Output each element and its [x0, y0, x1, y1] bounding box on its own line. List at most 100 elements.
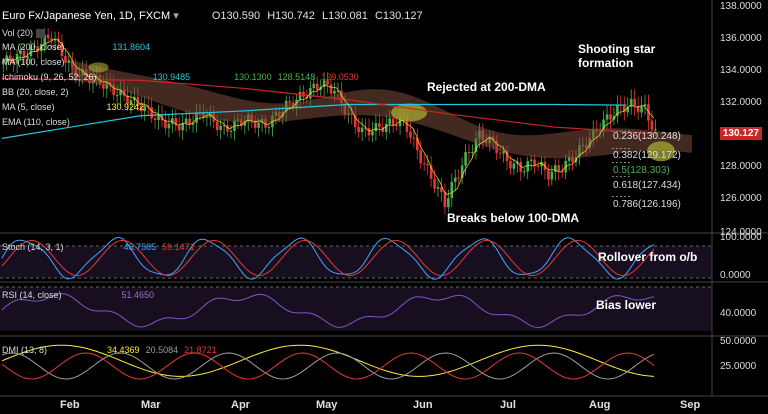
- candle-body: [460, 165, 464, 178]
- low-label: L: [321, 10, 329, 22]
- candle-body: [267, 127, 271, 129]
- indicator-ema110[interactable]: EMA (110, close): [2, 117, 70, 128]
- indicator-value: 130.1300: [234, 72, 272, 82]
- annotation-bias: Bias lower: [596, 298, 657, 312]
- candle-body: [288, 100, 291, 103]
- candle-body: [171, 118, 174, 124]
- candle-body: [22, 50, 26, 58]
- candle-body: [253, 120, 257, 128]
- candle-body: [188, 118, 191, 125]
- candle-body: [395, 125, 398, 127]
- indicator-value: 129.0530: [321, 72, 359, 82]
- annotation-shooting-star: Shooting star formation: [578, 42, 656, 70]
- price-tick: 138.0000: [720, 1, 762, 12]
- ichimoku-cloud-twist: [391, 103, 428, 122]
- month-label: Jul: [500, 399, 516, 411]
- candle-body: [505, 150, 509, 162]
- indicator-ma100[interactable]: MA (100, close): [2, 57, 65, 68]
- settings-icon[interactable]: [36, 29, 46, 39]
- stoch-legend[interactable]: Stoch (14, 3, 1) 46.7585 59.1471: [2, 242, 195, 253]
- candle-body: [2, 62, 5, 64]
- header-dropdown-icon[interactable]: ▾: [173, 10, 179, 22]
- indicator-label: MA (5, close): [2, 102, 55, 112]
- stoch-k-line: [1, 236, 655, 280]
- candle-body: [326, 80, 329, 85]
- stoch-tick: 100.0000: [720, 232, 762, 243]
- close-value: 130.127: [382, 10, 423, 22]
- indicator-label: Stoch (14, 3, 1): [2, 242, 64, 252]
- candle-body: [195, 112, 198, 123]
- dmi-tick: 25.0000: [720, 361, 757, 372]
- indicator-ma5[interactable]: MA (5, close) 130.9242: [2, 102, 144, 113]
- rsi-line: [1, 293, 655, 328]
- indicator-label: MA (200, close): [2, 42, 65, 52]
- candle-body: [298, 91, 302, 100]
- candle-body: [443, 192, 447, 208]
- high-value: 130.742: [275, 10, 315, 22]
- rsi-legend[interactable]: RSI (14, close) 51.4650: [2, 290, 154, 301]
- dmi-legend[interactable]: DMI (13, 8) 34.4369 20.5084 21.8721: [2, 345, 217, 356]
- candle-body: [64, 56, 67, 63]
- candle-body: [633, 98, 636, 107]
- price-tick: 134.0000: [720, 65, 762, 76]
- candle-body: [560, 171, 564, 173]
- indicator-value: 20.5084: [145, 345, 179, 355]
- open-label: O: [211, 10, 221, 22]
- candle-body: [67, 60, 71, 63]
- open-value: 130.590: [220, 10, 261, 22]
- price-tick: 126.0000: [720, 193, 762, 204]
- candle-body: [367, 128, 371, 136]
- indicator-ichimoku[interactable]: Ichimoku (9, 26, 52, 26) 130.9485 130.1300…: [2, 72, 359, 83]
- candle-body: [416, 137, 419, 151]
- indicator-value: 34.4369: [107, 345, 140, 355]
- indicator-value: 59.1471: [162, 242, 195, 252]
- annotation-rollover: Rollover from o/b: [598, 250, 698, 264]
- candle-body: [536, 165, 540, 167]
- ma200-line: [1, 103, 627, 139]
- candle-body: [336, 90, 340, 92]
- candle-body: [102, 84, 105, 89]
- candle-body: [567, 156, 571, 161]
- candle-body: [243, 121, 247, 126]
- candle-body: [453, 177, 457, 182]
- candle-body: [422, 163, 426, 165]
- candle-body: [426, 163, 429, 166]
- candle-body: [126, 95, 129, 105]
- candle-body: [571, 156, 574, 163]
- candle-body: [464, 152, 467, 166]
- close-label: C: [374, 10, 383, 22]
- candle-body: [647, 104, 650, 121]
- indicator-value: 130.9485: [152, 72, 191, 82]
- month-label: Jun: [413, 399, 433, 411]
- candle-body: [547, 169, 550, 180]
- candle-body: [602, 119, 605, 132]
- candle-body: [650, 120, 654, 130]
- header: Euro Fx/Japanese Yen, 1D, FXCM ▾ O130.59…: [2, 11, 423, 22]
- indicator-bb[interactable]: BB (20, close, 2): [2, 87, 69, 98]
- candle-body: [429, 165, 433, 179]
- ma5-line: [1, 38, 655, 196]
- candle-body: [557, 165, 561, 172]
- candle-body: [609, 114, 612, 120]
- candle-body: [150, 107, 153, 119]
- month-label: Sep: [680, 399, 701, 411]
- candle-body: [184, 118, 188, 124]
- candle-body: [626, 106, 630, 113]
- indicator-ma200[interactable]: MA (200, close) 131.8604: [2, 42, 150, 53]
- indicator-value: 51.4650: [121, 290, 155, 300]
- indicator-vol[interactable]: Vol (20): [2, 28, 46, 39]
- candle-body: [623, 105, 626, 113]
- candle-body: [554, 165, 557, 172]
- candle-body: [312, 83, 316, 89]
- ma100-line: [1, 78, 655, 135]
- price-tick: 124.0000: [720, 227, 762, 238]
- rsi-band: [0, 287, 712, 331]
- fib-label-236: 0.236(130.248): [613, 131, 681, 142]
- candle-body: [388, 118, 391, 124]
- candle-body: [374, 123, 378, 132]
- candle-body: [33, 46, 36, 48]
- candle-body: [29, 46, 33, 57]
- price-tick: 128.0000: [720, 161, 762, 172]
- symbol-title[interactable]: Euro Fx/Japanese Yen, 1D, FXCM: [2, 10, 171, 22]
